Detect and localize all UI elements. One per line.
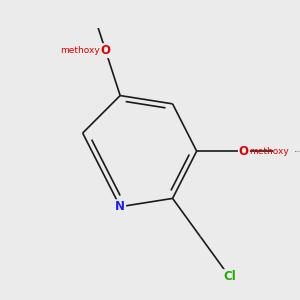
Text: methoxy: methoxy — [250, 147, 289, 156]
Text: O: O — [100, 44, 111, 57]
Text: O: O — [239, 145, 249, 158]
Text: methoxy: methoxy — [60, 46, 100, 55]
Text: methoxy: methoxy — [295, 151, 300, 152]
Text: N: N — [115, 200, 125, 213]
Text: Cl: Cl — [223, 270, 236, 283]
